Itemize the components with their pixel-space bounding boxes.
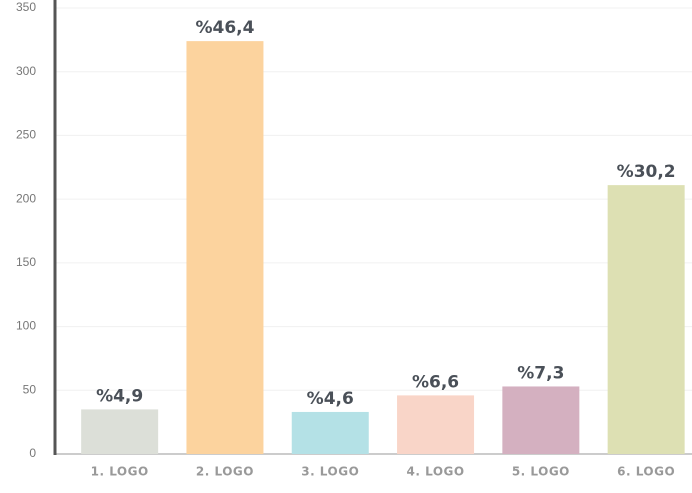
x-tick-label: 3. LOGO xyxy=(301,465,359,479)
bar xyxy=(186,41,264,454)
y-tick-label: 200 xyxy=(16,191,36,205)
bar xyxy=(397,395,475,454)
bar-label: %4,6 xyxy=(307,389,354,409)
x-tick-label: 2. LOGO xyxy=(196,465,254,479)
bar-label: %46,4 xyxy=(195,18,254,38)
y-tick-label: 350 xyxy=(16,0,36,14)
bar-label: %30,2 xyxy=(617,162,676,182)
x-tick-label: 6. LOGO xyxy=(617,465,675,479)
bar xyxy=(81,409,159,454)
bar-label: %7,3 xyxy=(517,363,564,383)
y-tick-label: 300 xyxy=(16,64,36,78)
y-tick-label: 0 xyxy=(29,446,36,460)
x-tick-label: 1. LOGO xyxy=(91,465,149,479)
x-tick-label: 5. LOGO xyxy=(512,465,570,479)
bar-label: %4,9 xyxy=(96,386,143,406)
y-tick-label: 100 xyxy=(16,319,36,333)
bar xyxy=(291,411,369,454)
bar-label: %6,6 xyxy=(412,372,459,392)
y-tick-label: 150 xyxy=(16,255,36,269)
bar xyxy=(502,386,580,454)
y-tick-label: 250 xyxy=(16,128,36,142)
x-tick-label: 4. LOGO xyxy=(407,465,465,479)
y-tick-label: 50 xyxy=(23,382,37,396)
bar xyxy=(607,185,685,454)
